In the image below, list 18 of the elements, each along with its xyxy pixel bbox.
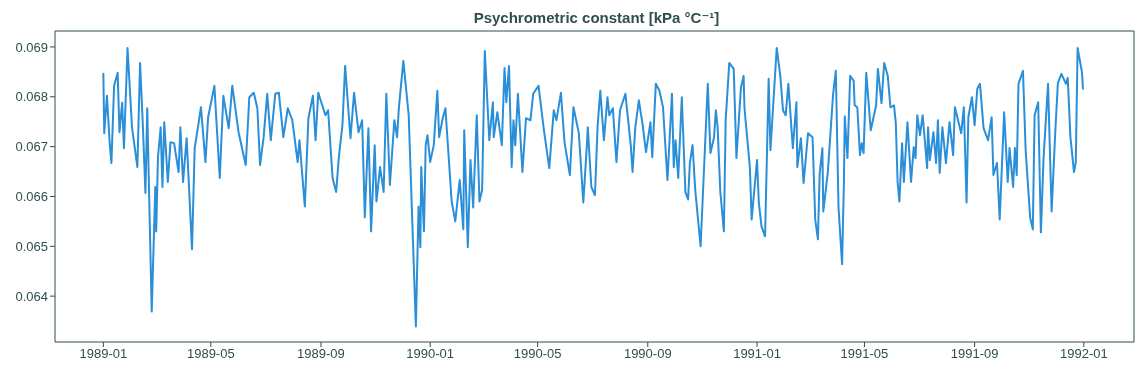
chart-title: Psychrometric constant [kPa °C⁻¹] (472, 8, 721, 28)
y-tick-label: 0.067 (15, 139, 48, 155)
x-tick-label: 1992-01 (1060, 346, 1108, 362)
y-tick-label: 0.065 (15, 238, 48, 254)
x-tick-label: 1989-09 (297, 346, 345, 362)
y-tick-label: 0.069 (15, 39, 48, 55)
x-tick-label: 1990-01 (406, 346, 455, 362)
x-tick-label: 1989-05 (186, 346, 235, 362)
x-tick-label: 1990-09 (623, 346, 672, 362)
x-tick-label: 1990-05 (513, 346, 562, 362)
x-tick-label: 1991-09 (950, 346, 999, 362)
x-tick-label: 1991-01 (733, 346, 781, 362)
y-tick-label: 0.066 (15, 189, 48, 205)
line-series (102, 46, 1084, 328)
x-tick-label: 1989-01 (79, 346, 128, 362)
y-tick-label: 0.064 (15, 288, 48, 304)
x-tick-label: 1991-05 (840, 346, 889, 362)
y-tick-label: 0.068 (15, 89, 48, 105)
